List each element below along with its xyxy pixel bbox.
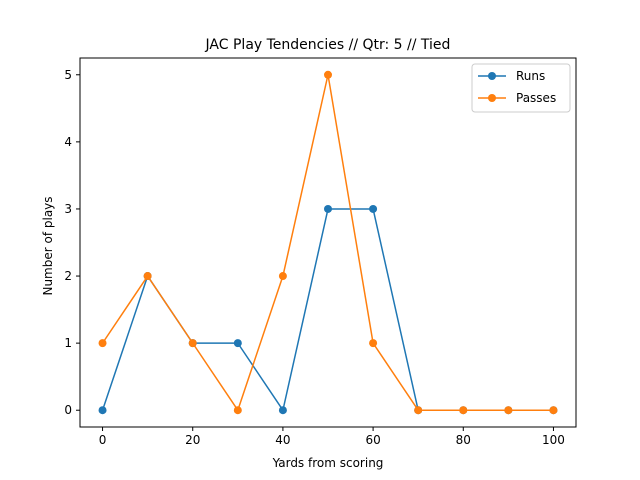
series-line-passes <box>101 74 554 411</box>
y-tick-label: 2 <box>64 269 72 283</box>
data-point-runs <box>233 339 242 348</box>
data-point-runs <box>98 406 107 415</box>
y-tick-label: 3 <box>64 202 72 216</box>
legend-label: Runs <box>516 69 545 83</box>
legend-swatch-marker <box>488 94 496 102</box>
legend: Runs Passes <box>471 63 571 113</box>
plot-frame <box>79 57 577 428</box>
legend-item-runs: Runs <box>478 69 545 83</box>
y-tick-label: 0 <box>64 403 72 417</box>
series-runs <box>98 204 558 415</box>
x-tick-label: 60 <box>365 433 380 447</box>
y-axis-ticks: 0 1 2 3 4 5 <box>64 68 80 417</box>
data-point-passes <box>233 406 242 415</box>
legend-label: Passes <box>516 91 556 105</box>
y-tick-label: 4 <box>64 135 72 149</box>
x-axis-label: Yards from scoring <box>272 456 384 470</box>
y-tick-label: 5 <box>64 68 72 82</box>
data-point-passes <box>324 70 332 79</box>
data-point-runs <box>324 204 332 213</box>
data-point-passes <box>188 339 197 348</box>
x-tick-label: 100 <box>542 433 565 447</box>
x-tick-label: 40 <box>275 433 290 447</box>
chart-title: JAC Play Tendencies // Qtr: 5 // Tied <box>205 37 451 53</box>
data-point-passes <box>414 406 423 415</box>
x-tick-label: 20 <box>185 433 200 447</box>
data-point-passes <box>143 272 152 281</box>
data-point-passes <box>549 406 558 415</box>
y-axis-label: Number of plays <box>41 196 55 295</box>
data-point-passes <box>98 339 107 348</box>
x-tick-label: 80 <box>456 433 471 447</box>
series-layer <box>98 70 558 415</box>
legend-swatch-marker <box>488 72 496 80</box>
data-point-passes <box>369 339 378 348</box>
series-passes <box>98 70 558 415</box>
data-point-passes <box>278 272 287 281</box>
x-axis-ticks: 0 20 40 60 80 100 <box>99 427 565 447</box>
data-point-passes <box>504 406 513 415</box>
y-tick-label: 1 <box>64 336 72 350</box>
data-point-runs <box>369 204 378 213</box>
data-point-passes <box>459 406 468 415</box>
legend-item-passes: Passes <box>478 91 556 105</box>
plot-area <box>79 57 577 428</box>
x-tick-label: 0 <box>99 433 107 447</box>
data-point-runs <box>278 406 287 415</box>
